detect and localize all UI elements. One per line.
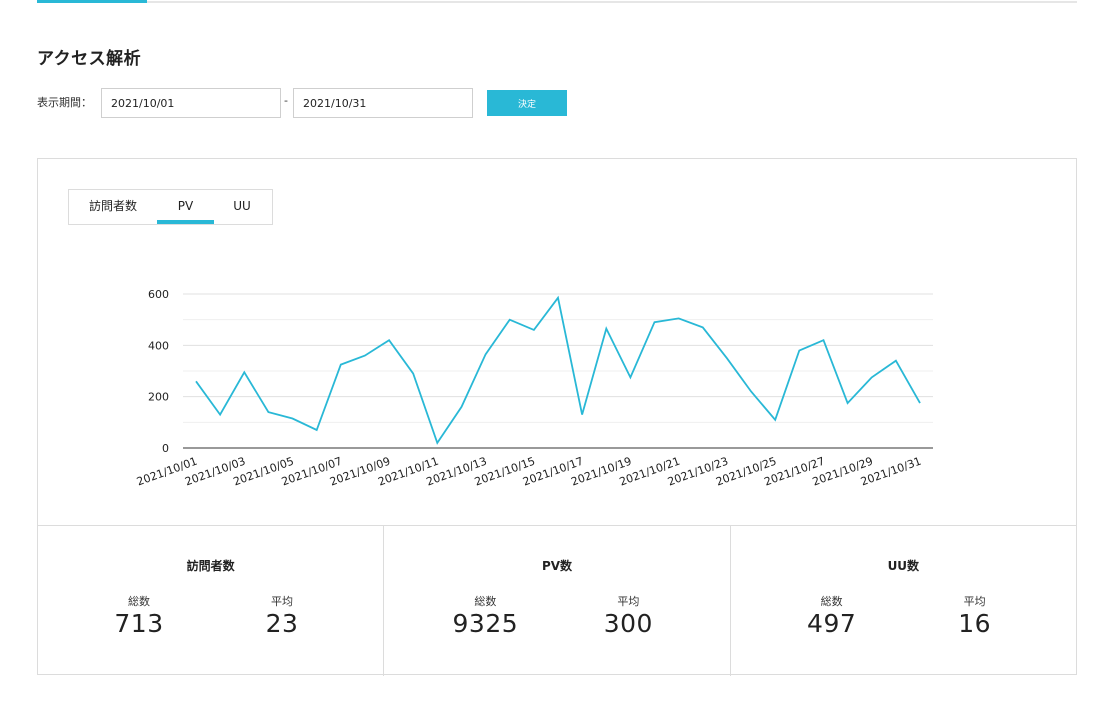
stat-total-value: 713 [114, 609, 164, 638]
stat-average-label: 平均 [963, 595, 986, 608]
stat-uu: UU数 総数 497 平均 16 [729, 526, 1076, 676]
pv-series-line [195, 295, 921, 445]
stat-visitors: 訪問者数 総数 713 平均 23 [38, 526, 383, 676]
date-separator: - [284, 94, 288, 107]
stat-total-label: 総数 [474, 595, 497, 608]
data-point [822, 339, 824, 341]
data-point [195, 380, 197, 382]
data-point [629, 376, 631, 378]
data-point [750, 391, 752, 393]
stat-title: 訪問者数 [186, 559, 235, 573]
data-point [678, 317, 680, 319]
analytics-panel: 0 200 400 600 2021/10/01 2021/10/03 2021/10/05… [37, 158, 1077, 676]
stat-title: UU数 [887, 559, 920, 573]
data-point [340, 364, 342, 366]
data-point [798, 349, 800, 351]
data-point [533, 329, 535, 331]
data-point [557, 297, 559, 299]
stat-total-label: 総数 [820, 595, 843, 608]
data-point [436, 442, 438, 444]
data-point [509, 319, 511, 321]
stat-average-value: 23 [265, 609, 299, 638]
data-point [605, 328, 607, 330]
data-point [581, 414, 583, 416]
data-point [267, 411, 269, 413]
data-point [871, 376, 873, 378]
data-point [364, 355, 366, 357]
stat-title: PV数 [541, 559, 573, 573]
data-point [702, 326, 704, 328]
stat-average-value: 300 [603, 609, 653, 638]
stat-total-value: 9325 [452, 609, 519, 638]
data-point [412, 373, 414, 375]
data-point [219, 414, 221, 416]
stat-average-label: 平均 [271, 595, 293, 608]
stat-average-value: 16 [958, 609, 992, 638]
stat-pv: PV数 総数 9325 平均 300 [383, 526, 729, 676]
y-tick-label: 200 [148, 391, 169, 404]
stat-total-value: 497 [807, 609, 857, 638]
data-point [243, 371, 245, 373]
y-tick-label: 0 [162, 442, 169, 455]
period-label: 表示期間： [37, 96, 92, 109]
active-top-tab-indicator [37, 0, 147, 3]
metric-tabs: 訪問者数 PV UU [68, 189, 273, 225]
start-date-input[interactable] [101, 88, 281, 118]
data-point [919, 402, 921, 404]
y-tick-label: 400 [148, 339, 169, 352]
pv-line-chart: 02004006002021/10/012021/10/032021/10/05… [135, 288, 933, 489]
tab-visitors[interactable]: 訪問者数 [88, 199, 137, 213]
stat-total-label: 総数 [128, 595, 150, 608]
data-point [292, 417, 294, 419]
data-point [460, 406, 462, 408]
y-tick-label: 600 [148, 288, 169, 301]
data-point [654, 321, 656, 323]
data-point [774, 419, 776, 421]
page-title: アクセス解析 [37, 49, 142, 69]
tab-pv[interactable]: PV [157, 190, 214, 224]
end-date-input[interactable] [293, 88, 473, 118]
data-point [485, 353, 487, 355]
stats-summary: 訪問者数 総数 713 平均 23 PV数 総数 9325 平均 300 UU数… [38, 525, 1076, 676]
submit-button[interactable]: 決定 [487, 90, 567, 116]
data-point [847, 402, 849, 404]
data-point [726, 357, 728, 359]
top-tab-divider [37, 1, 1077, 3]
stat-average-label: 平均 [617, 595, 640, 608]
data-point [316, 429, 318, 431]
tab-uu[interactable]: UU [233, 199, 251, 213]
data-point [895, 360, 897, 362]
data-point [388, 339, 390, 341]
